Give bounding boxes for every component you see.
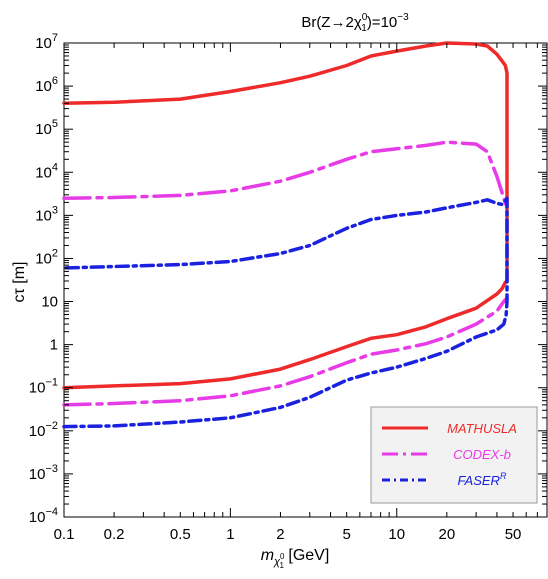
x-axis-title-unit: [GeV]: [284, 547, 329, 564]
x-tick-label: 0.2: [104, 526, 125, 543]
legend-box: [370, 406, 538, 504]
title-chi-sub: 1: [361, 23, 367, 34]
legend-label-codex-b: CODEX-b: [453, 447, 511, 462]
series-line-codex-b: [62, 140, 509, 210]
title-chi-sup: 0: [362, 12, 368, 23]
ticks-layer: 0.1 0.2 0.5 1 2 5 10 20 50 10−4 10−3 10−2 10−1 1 10 102…: [29, 32, 548, 543]
x-axis-title-chi: χ: [273, 556, 281, 568]
x-axis-title-chi-sub: 1: [279, 561, 284, 570]
y-tick-label: 10−2: [29, 420, 58, 440]
y-axis-title: cτ [m]: [11, 262, 28, 303]
title-base: Br(Z→2: [301, 14, 354, 31]
y-axis-title-unit: [m]: [11, 262, 28, 289]
series-line-mathusla: [62, 41, 509, 390]
series-line-codex-b: [62, 296, 509, 407]
legend: MATHUSLA CODEX-b FASERR: [370, 406, 538, 504]
x-tick-label: 2: [276, 526, 284, 543]
y-tick-label: 102: [35, 247, 58, 267]
svg-text:cτ [m]: cτ [m]: [11, 262, 28, 303]
title-rest: )=10: [367, 14, 397, 31]
x-tick-label: 0.5: [170, 526, 191, 543]
y-tick-label: 105: [35, 118, 58, 138]
series-line-faser: [62, 196, 509, 429]
x-tick-label: 20: [438, 526, 455, 543]
y-tick-label: 106: [35, 75, 58, 95]
plot-frame: [63, 42, 548, 518]
y-tick-label: 103: [35, 204, 58, 224]
x-tick-label: 0.1: [54, 526, 75, 543]
legend-label-faser: FASERR: [458, 471, 507, 488]
legend-label-mathusla: MATHUSLA: [447, 421, 517, 436]
y-tick-label: 104: [35, 161, 58, 181]
plot-frame-layer: [63, 42, 548, 518]
x-axis-title-m: m: [261, 547, 274, 564]
y-axis-title-symbol: cτ: [11, 288, 28, 303]
x-tick-label: 50: [505, 526, 522, 543]
y-tick-label: 10−4: [29, 506, 58, 526]
x-axis-title: mχ0 1 [GeV]: [261, 547, 330, 570]
x-tick-label: 1: [226, 526, 234, 543]
y-tick-label: 10−3: [29, 463, 58, 483]
title-chi: χ: [354, 14, 362, 31]
x-tick-label: 5: [342, 526, 350, 543]
y-tick-label: 10: [41, 294, 58, 311]
title-exponent: −3: [397, 12, 409, 23]
chart-title: Br(Z→2χ0 1)=10−3: [301, 12, 409, 34]
x-axis-title-chi-sup: 0: [280, 552, 285, 561]
y-tick-label: 10−1: [29, 377, 58, 397]
y-tick-label: 1: [50, 337, 58, 354]
series-layer: [62, 41, 509, 429]
y-tick-label: 107: [35, 32, 58, 52]
x-tick-label: 10: [388, 526, 405, 543]
